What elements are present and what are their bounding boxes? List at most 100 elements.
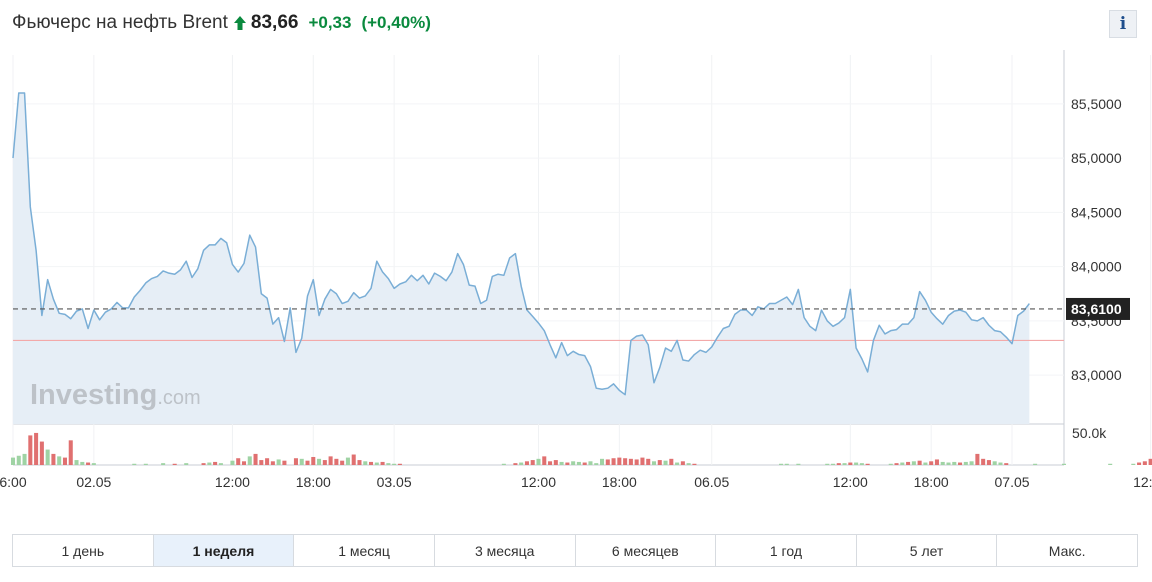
volume-bar	[669, 458, 674, 465]
volume-bar	[524, 461, 529, 465]
volume-bar	[86, 462, 91, 465]
range-tab[interactable]: 1 год	[716, 535, 857, 566]
volume-bar	[634, 459, 639, 465]
price-chart[interactable]: 83,000083,500084,000084,500085,000085,50…	[0, 0, 1152, 500]
volume-bar	[628, 458, 633, 465]
instrument-title: Фьючерс на нефть Brent	[12, 12, 228, 33]
volume-bar	[686, 463, 691, 465]
volume-bar	[143, 463, 148, 465]
volume-bar	[213, 461, 218, 465]
volume-bar	[836, 463, 841, 465]
volume-bar	[374, 462, 379, 465]
volume-bar	[1108, 463, 1113, 465]
volume-bar	[779, 463, 784, 465]
volume-bar	[530, 460, 535, 465]
range-tab[interactable]: 1 день	[13, 535, 154, 566]
volume-bar	[571, 461, 576, 465]
volume-bar	[80, 461, 85, 465]
volume-bar	[1061, 463, 1067, 465]
volume-bar	[623, 458, 628, 465]
volume-bar	[865, 463, 870, 465]
volume-bar	[259, 460, 264, 465]
x-tick-label: 02.05	[76, 474, 111, 490]
volume-bar	[906, 461, 911, 465]
volume-bar	[680, 461, 685, 465]
volume-bar	[588, 461, 593, 465]
volume-bar	[675, 462, 680, 465]
y-tick-label: 84,5000	[1071, 204, 1122, 220]
price-change: +0,33	[308, 13, 352, 32]
volume-bar	[986, 460, 991, 465]
volume-bar	[1148, 458, 1152, 465]
volume-bar	[536, 458, 541, 465]
arrow-up-icon	[233, 16, 246, 30]
volume-bar	[646, 458, 651, 465]
range-tab[interactable]: 1 месяц	[294, 535, 435, 566]
info-button[interactable]: i	[1109, 10, 1137, 38]
volume-bar	[397, 463, 402, 465]
chart-header: Фьючерс на нефть Brent 83,66 +0,33 (+0,4…	[12, 10, 431, 36]
volume-bar	[201, 463, 206, 465]
volume-bar	[369, 461, 374, 465]
range-tab[interactable]: 1 неделя	[153, 535, 295, 566]
volume-bar	[565, 462, 570, 465]
x-tick-label: 18:00	[296, 474, 331, 490]
volume-bar	[34, 432, 39, 465]
volume-bar	[830, 463, 836, 465]
volume-bar	[1004, 463, 1009, 465]
x-tick-label: 06.05	[694, 474, 729, 490]
volume-bar	[657, 460, 662, 465]
volume-bar	[501, 463, 506, 465]
volume-bar	[392, 463, 397, 465]
price-change-percent: (+0,40%)	[361, 13, 431, 32]
volume-bar	[28, 435, 33, 465]
volume-bar	[380, 461, 385, 465]
volume-bar	[22, 453, 27, 465]
volume-bar	[45, 449, 50, 465]
volume-bar	[230, 460, 235, 465]
volume-bar	[74, 460, 79, 465]
range-tabs: 1 день 1 неделя 1 месяц 3 месяца 6 месяцев 1 …	[12, 534, 1138, 567]
volume-bar	[548, 461, 553, 465]
volume-bar	[796, 463, 801, 465]
volume-bar	[825, 463, 830, 465]
volume-bar	[62, 457, 67, 465]
volume-bar	[322, 460, 327, 465]
volume-bar	[911, 461, 916, 465]
range-tab[interactable]: Макс.	[997, 535, 1137, 566]
volume-bar	[998, 462, 1003, 465]
volume-bar	[247, 456, 252, 465]
volume-bar	[340, 460, 345, 465]
volume-bar	[282, 460, 287, 465]
investing-watermark: Investing.com	[30, 379, 201, 411]
volume-bar	[334, 458, 339, 465]
volume-bar	[161, 463, 166, 465]
volume-bar	[559, 461, 564, 465]
volume-bar	[1033, 463, 1038, 465]
volume-bar	[611, 458, 616, 465]
volume-bar	[218, 463, 223, 465]
volume-bar	[519, 462, 524, 465]
volume-bar	[276, 459, 281, 465]
volume-bar	[859, 463, 864, 465]
x-tick-label: 03.05	[377, 474, 412, 490]
volume-bar	[305, 460, 310, 465]
volume-bar	[311, 456, 316, 465]
volume-bar	[617, 457, 622, 465]
volume-bar	[981, 458, 986, 465]
volume-bar	[651, 461, 657, 465]
volume-bar	[299, 458, 304, 465]
range-tab[interactable]: 6 месяцев	[575, 535, 717, 566]
volume-bar	[784, 463, 789, 465]
range-tab[interactable]: 5 лет	[856, 535, 998, 566]
volume-bar	[663, 460, 668, 465]
volume-bar	[640, 457, 645, 465]
x-tick-label: 6:00	[0, 474, 27, 490]
volume-bar	[293, 458, 298, 465]
last-price: 83,66	[250, 12, 299, 33]
volume-bar	[363, 461, 368, 465]
price-line	[12, 92, 1030, 396]
volume-bar	[946, 462, 951, 465]
volume-bar	[345, 457, 350, 465]
range-tab[interactable]: 3 месяца	[434, 535, 576, 566]
